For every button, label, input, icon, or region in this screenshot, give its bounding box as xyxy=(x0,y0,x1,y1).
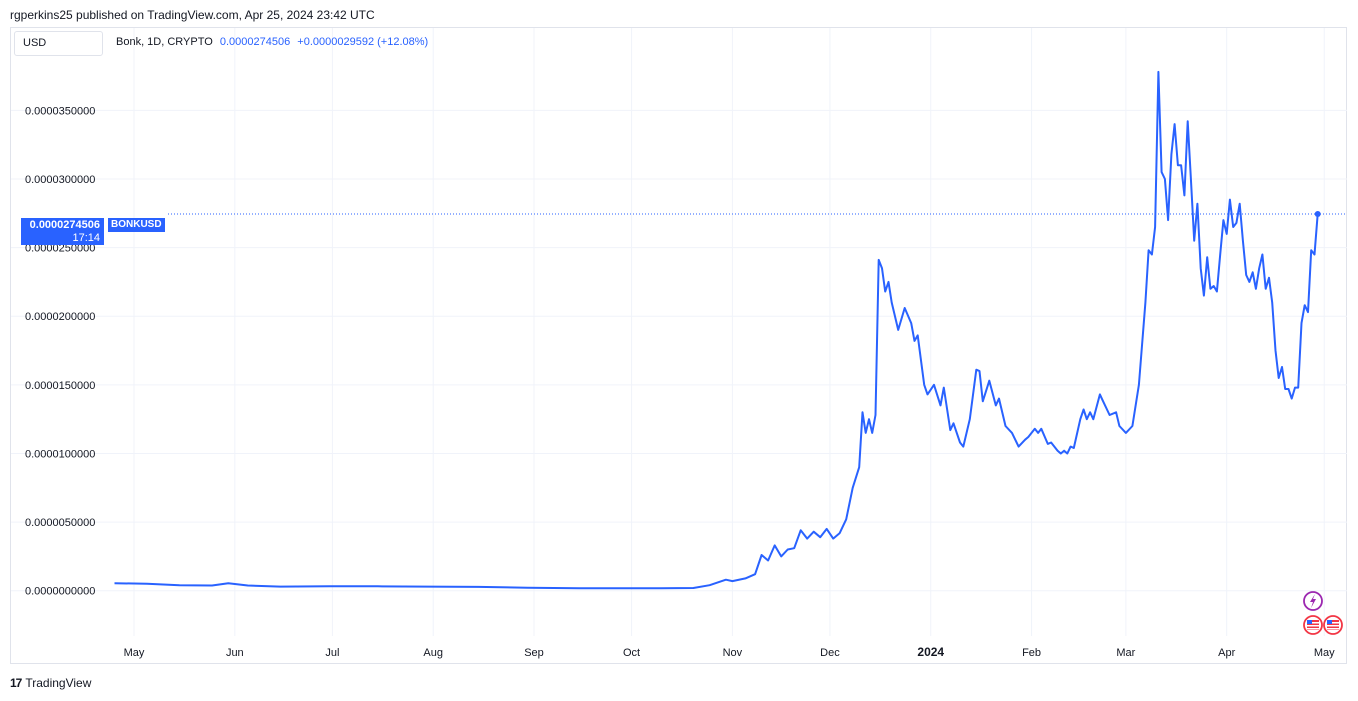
legend-symbol: Bonk, 1D, CRYPTO xyxy=(116,36,213,48)
x-tick-label: Feb xyxy=(1022,647,1041,659)
currency-button[interactable]: USD xyxy=(14,31,103,56)
footer-brand[interactable]: TradingView xyxy=(25,676,92,690)
x-tick-label: Jun xyxy=(226,647,244,659)
price-axis-value: 0.0000274506 xyxy=(29,219,100,231)
tradingview-logo-icon: 17 xyxy=(10,676,22,690)
grid xyxy=(11,28,1347,636)
legend: Bonk, 1D, CRYPTO 0.0000274506 +0.0000029… xyxy=(116,36,428,48)
x-tick-label: 2024 xyxy=(917,645,944,659)
x-axis: May Jun Jul Aug Sep Oct Nov Dec 2024 Feb Mar Apr May xyxy=(124,645,1336,659)
x-tick-label: Sep xyxy=(524,647,544,659)
bar-countdown: 17:14 xyxy=(72,232,100,244)
y-tick-label: 0.0000100000 xyxy=(25,448,95,460)
price-axis-label: 0.0000274506 17:14 xyxy=(21,218,104,245)
y-tick-label: 0.0000000000 xyxy=(25,586,95,598)
x-tick-label: Aug xyxy=(423,647,443,659)
x-tick-label: Dec xyxy=(820,647,840,659)
x-tick-label: May xyxy=(124,647,145,659)
legend-change: +0.0000029592 (+12.08%) xyxy=(297,36,429,48)
us-flag-icon[interactable] xyxy=(1303,615,1323,635)
chart-frame xyxy=(10,27,1347,664)
y-axis: 0.0000000000 0.0000050000 0.0000100000 0.00… xyxy=(25,105,95,597)
last-price-dot xyxy=(1314,210,1321,217)
x-tick-label: Jul xyxy=(325,647,339,659)
y-tick-label: 0.0000150000 xyxy=(25,380,95,392)
legend-price: 0.0000274506 xyxy=(219,36,291,48)
y-tick-label: 0.0000300000 xyxy=(25,174,95,186)
y-tick-label: 0.0000350000 xyxy=(25,105,95,117)
footer: 17 TradingView xyxy=(10,676,91,690)
event-icons xyxy=(1303,591,1343,635)
series-line-bonkusd xyxy=(114,70,1319,590)
y-tick-label: 0.0000200000 xyxy=(25,311,95,323)
us-flag-icon[interactable] xyxy=(1323,615,1343,635)
y-tick-label: 0.0000050000 xyxy=(25,517,95,529)
x-tick-label: Mar xyxy=(1116,647,1135,659)
published-line: rgperkins25 published on TradingView.com… xyxy=(10,8,375,22)
x-tick-label: Nov xyxy=(723,647,743,659)
x-tick-label: Apr xyxy=(1218,647,1235,659)
ticker-label: BONKUSD xyxy=(108,218,165,232)
lightning-icon[interactable] xyxy=(1303,591,1323,611)
x-tick-label: Oct xyxy=(623,647,640,659)
x-tick-label: May xyxy=(1314,647,1335,659)
y-tick-label: 0.0000250000 xyxy=(25,243,95,255)
